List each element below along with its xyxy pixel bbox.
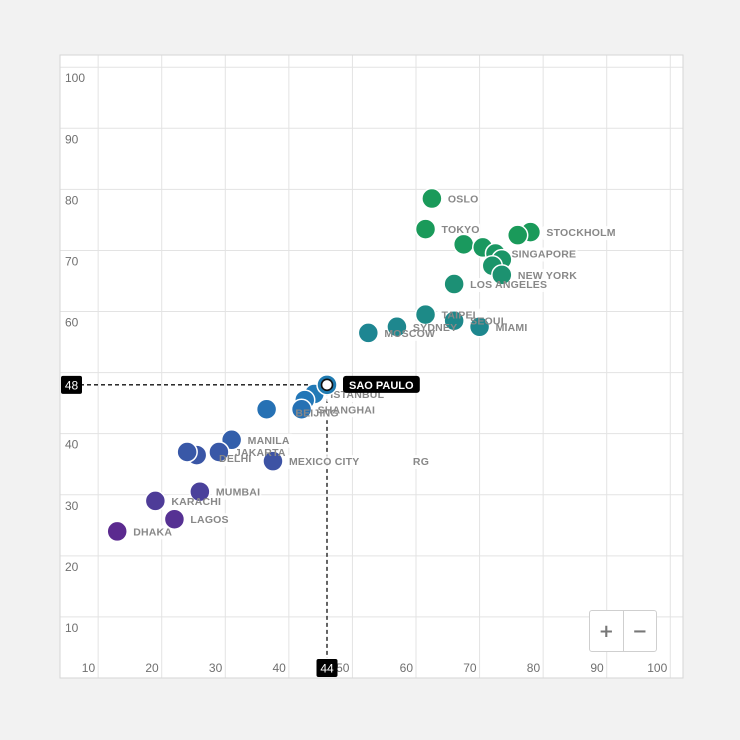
data-point [452,233,475,256]
y-tick-label: 40 [65,438,79,452]
data-point [491,264,513,286]
point-label: MIAMI [496,322,528,334]
grid [60,55,683,678]
point-label: TOKYO [442,224,480,236]
point-label-bg [129,525,172,540]
point-label: RG [413,456,429,468]
data-point [414,218,437,240]
data-point [189,480,211,503]
data-point [468,316,491,338]
point-label: MANILA [248,435,290,447]
zoom-controls: + − [589,610,657,652]
data-point [163,508,186,530]
point-label: JAKARTA [235,447,286,459]
point-label-bg [243,433,294,448]
point-label: MUMBAI [216,487,260,499]
point-label-bg [542,226,613,241]
y-tick-label: 70 [65,254,79,268]
point-label-bg [437,223,481,238]
point-label: DELHI [219,453,252,465]
x-tick-label: 10 [82,661,96,675]
point-label: KARACHI [171,496,221,508]
highlight-label: SAO PAULO [349,380,414,392]
data-point [421,187,443,210]
data-point [386,316,408,338]
x-tick-label: 80 [527,661,541,675]
x-tick-label: 50 [336,661,350,675]
point-label: TAIPEI [442,310,476,322]
plot-border [59,54,684,679]
x-tick-label: 20 [145,661,159,675]
point-label-bg [186,513,229,528]
point-label: STOCKHOLM [546,227,615,239]
scatter-points [106,187,542,543]
point-label: SEOUL [470,316,508,328]
y-tick-label: 30 [65,499,79,513]
y-axis-badge-value: 48 [65,378,79,392]
point-label: OSLO [448,194,479,206]
data-point [262,450,284,472]
point-label-bg [491,320,535,335]
axis-ticks: 1020304050607080901001020304050607080901… [65,71,668,675]
zoom-out-button[interactable]: − [622,611,657,651]
y-tick-label: 100 [65,71,85,85]
x-tick-label: 30 [209,661,223,675]
x-axis-badge-value: 44 [320,662,334,676]
x-tick-label: 40 [272,661,286,675]
point-label-bg [507,247,578,262]
data-point [443,273,465,295]
data-point [106,520,128,543]
point-label: MOSCOW [384,328,435,340]
data-point [290,398,313,421]
data-point [357,322,380,344]
data-point [414,303,437,326]
y-tick-label: 10 [65,621,79,635]
x-tick-label: 90 [590,661,604,675]
data-point [443,309,465,332]
data-point [506,224,529,246]
data-point [144,490,167,512]
point-label-bg [211,485,262,500]
point-label-bg [167,494,224,509]
point-label-bg [466,278,551,293]
point-label: DHAKA [133,526,172,538]
highlight-label-bg [343,375,420,393]
point-label: SYDNEY [413,322,457,334]
y-axis-badge [61,375,82,394]
plot-area [60,55,683,678]
point-label: SINGAPORE [511,249,576,261]
crosshair-guides [80,384,328,658]
y-tick-label: 20 [65,560,79,574]
highlight-marker [320,378,334,392]
y-tick-label: 90 [65,132,79,146]
point-label: NEW YORK [518,270,577,282]
zoom-in-button[interactable]: + [598,620,614,642]
highlight-layer: SAO PAULO 48 44 [61,374,420,677]
point-label-bg [443,192,480,207]
x-tick-label: 70 [463,661,477,675]
point-label-bg [408,455,431,470]
data-point [176,441,198,463]
point-label: SHANGHAI [318,404,376,416]
x-tick-label: 100 [647,661,667,675]
y-tick-label: 60 [65,316,79,330]
data-point [255,398,278,421]
y-tick-label: 80 [65,193,79,207]
x-tick-label: 60 [400,661,414,675]
data-point [208,441,230,463]
point-label: BEIJING [295,407,338,419]
x-axis-badge [316,659,338,677]
point-label: MEXICO CITY [289,456,359,468]
point-label-bg [284,455,369,470]
point-label: LAGOS [190,514,228,526]
point-label: LOS ANGELES [470,279,547,291]
